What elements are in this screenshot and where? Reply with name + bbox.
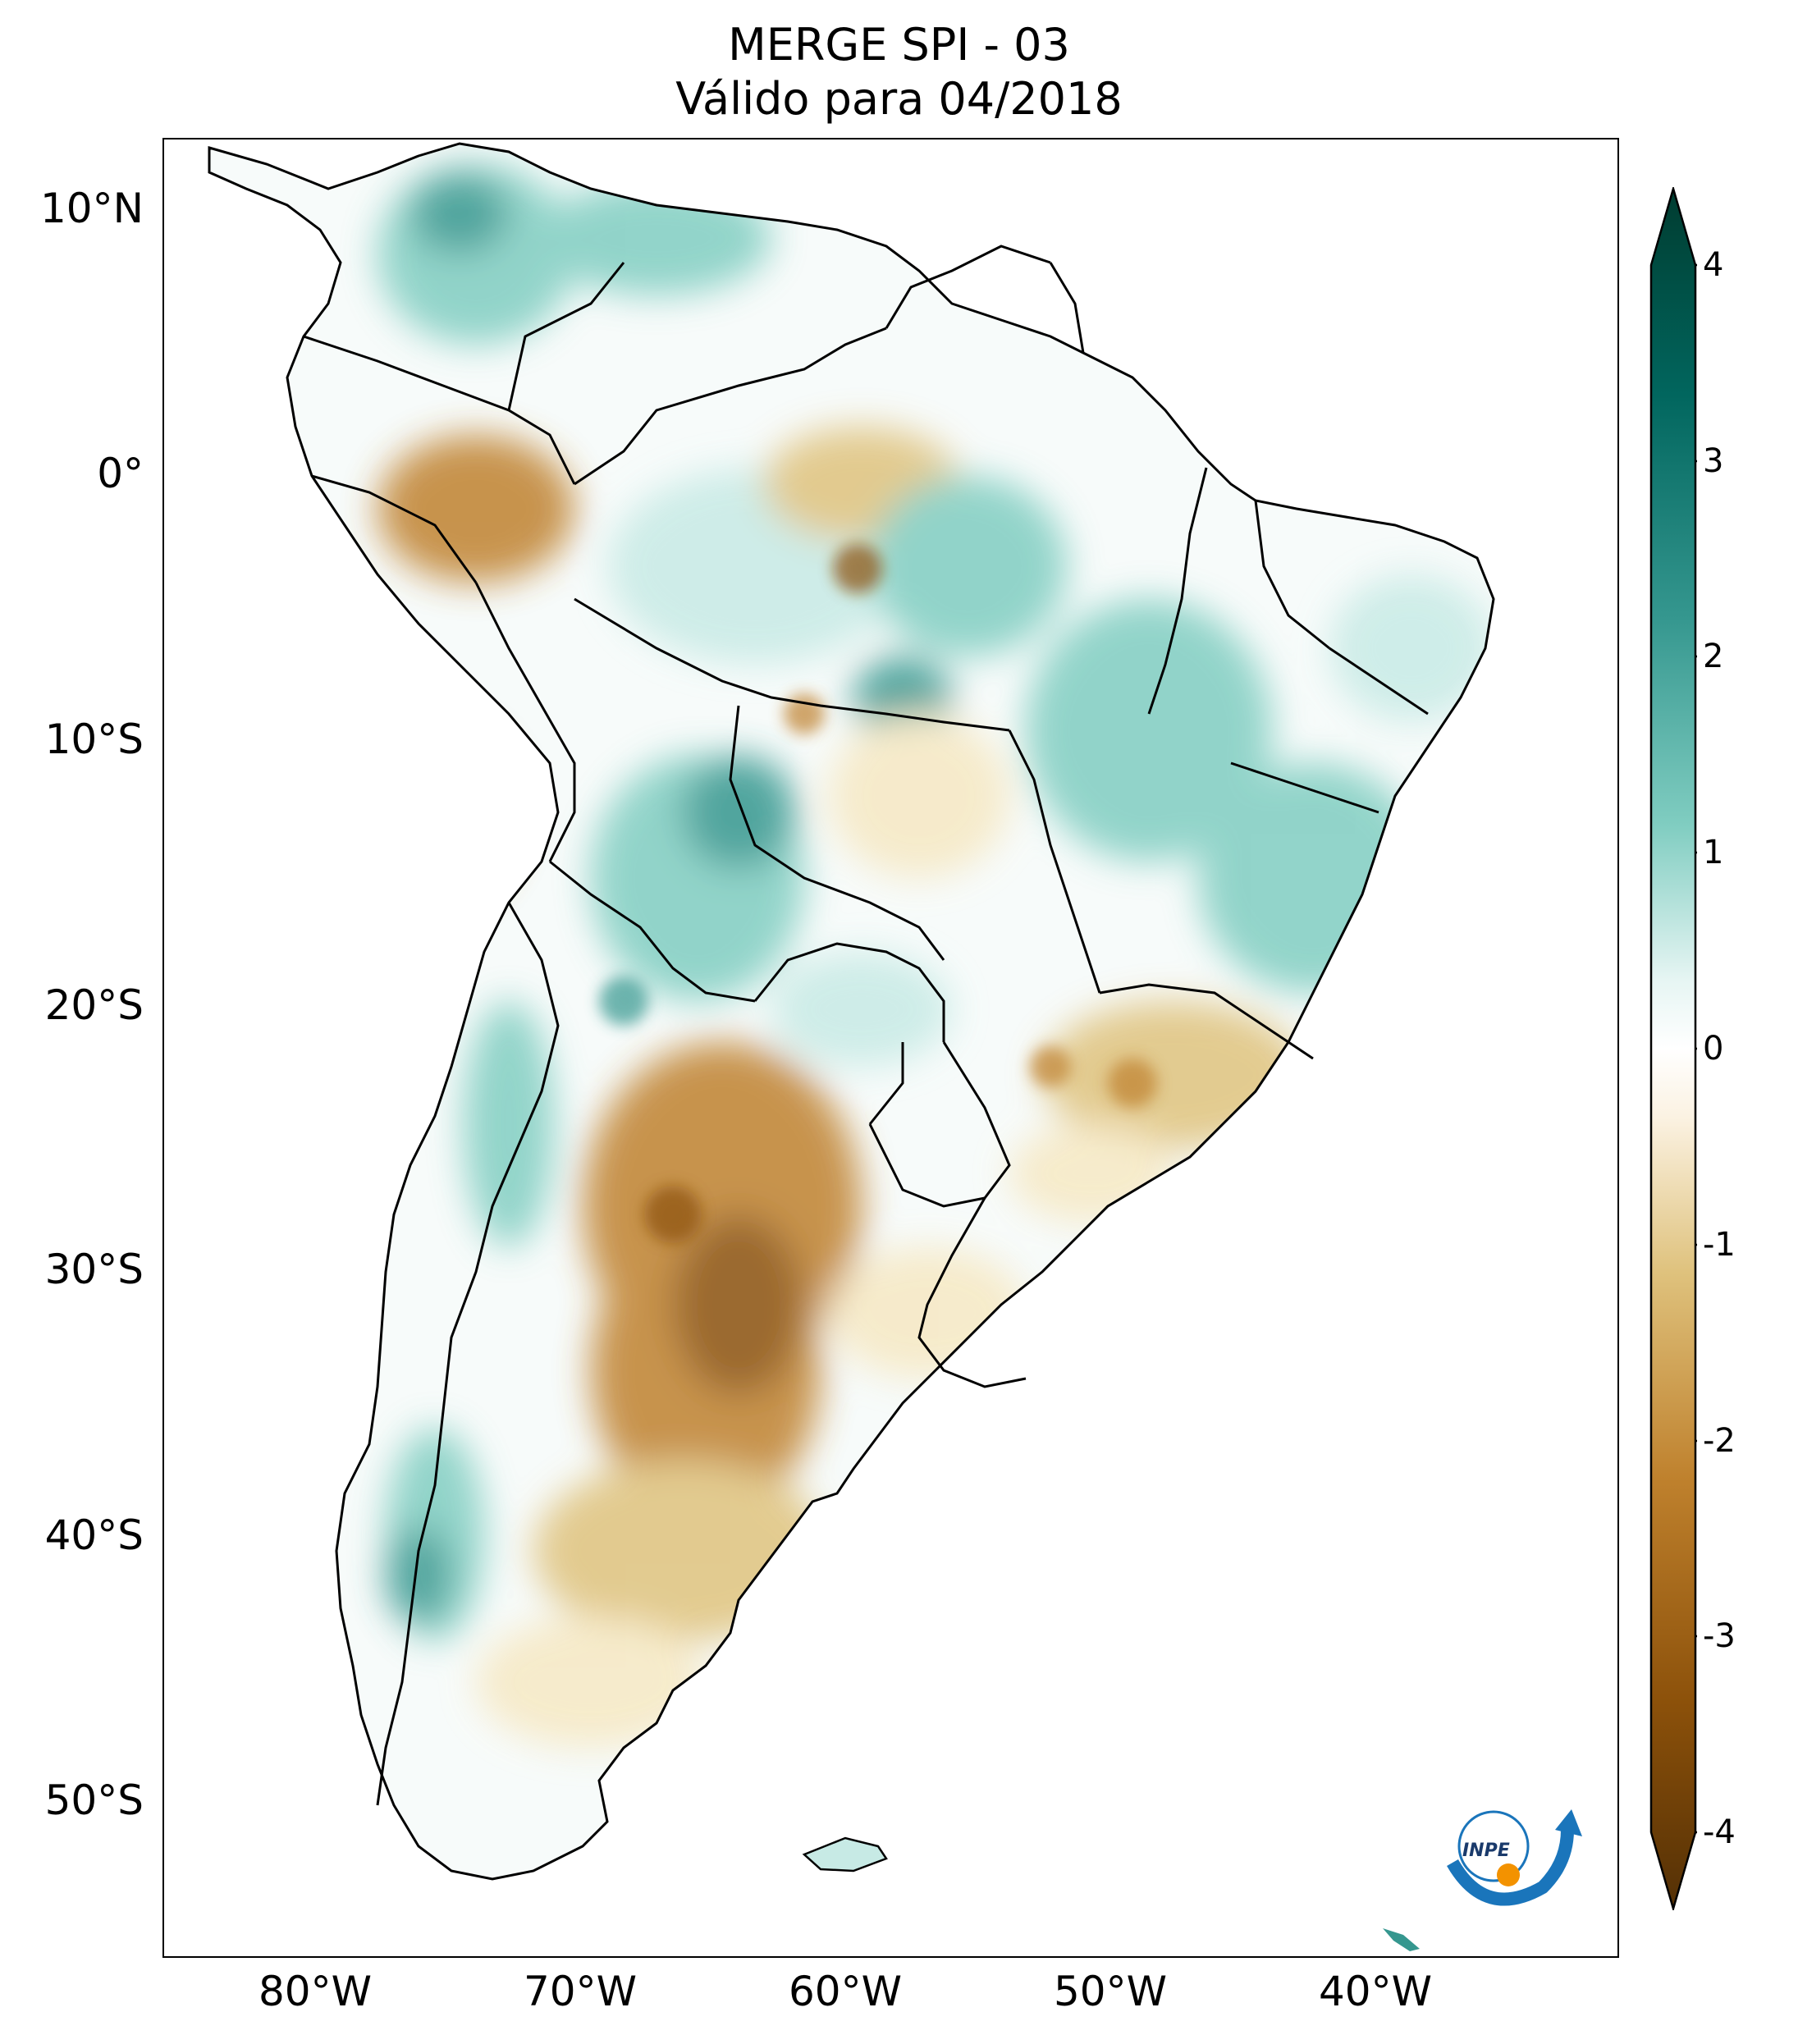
colorbar — [1649, 187, 1697, 1910]
lon-label-40w: 40°W — [1318, 1968, 1433, 2015]
map-panel — [162, 138, 1619, 1958]
colorbar-tick: 1 — [1703, 834, 1724, 871]
lat-label-20s: 20°S — [44, 981, 144, 1029]
spi-map — [208, 142, 1495, 1951]
colorbar-tick: 0 — [1703, 1030, 1724, 1068]
colorbar-tick: -3 — [1703, 1617, 1736, 1655]
lat-label-0: 0° — [97, 450, 144, 497]
spi-field — [209, 144, 1494, 1879]
colorbar-tick: -2 — [1703, 1422, 1736, 1460]
inpe-logo-text: INPE — [1462, 1841, 1510, 1861]
lat-label-10n: 10°N — [39, 185, 144, 232]
country-borders — [208, 142, 1495, 1881]
lon-label-70w: 70°W — [523, 1968, 638, 2015]
inpe-logo: INPE — [1447, 1809, 1582, 1906]
colorbar-tick: -1 — [1703, 1226, 1736, 1264]
colorbar-tick: 3 — [1703, 442, 1724, 480]
map-subtitle: Válido para 04/2018 — [675, 73, 1123, 125]
colorbar-tick: -4 — [1703, 1813, 1736, 1851]
lat-label-50s: 50°S — [44, 1776, 144, 1824]
lon-label-80w: 80°W — [258, 1968, 373, 2015]
map-title: MERGE SPI - 03 — [728, 19, 1070, 71]
colorbar-tick: 4 — [1703, 246, 1724, 284]
lat-label-30s: 30°S — [44, 1246, 144, 1293]
lon-label-50w: 50°W — [1053, 1968, 1168, 2015]
lon-label-60w: 60°W — [788, 1968, 903, 2015]
lat-label-10s: 10°S — [44, 716, 144, 763]
south-georgia — [1383, 1928, 1420, 1951]
lat-label-40s: 40°S — [44, 1511, 144, 1559]
colorbar-tick: 2 — [1703, 638, 1724, 675]
falkland-islands — [802, 1836, 888, 1873]
